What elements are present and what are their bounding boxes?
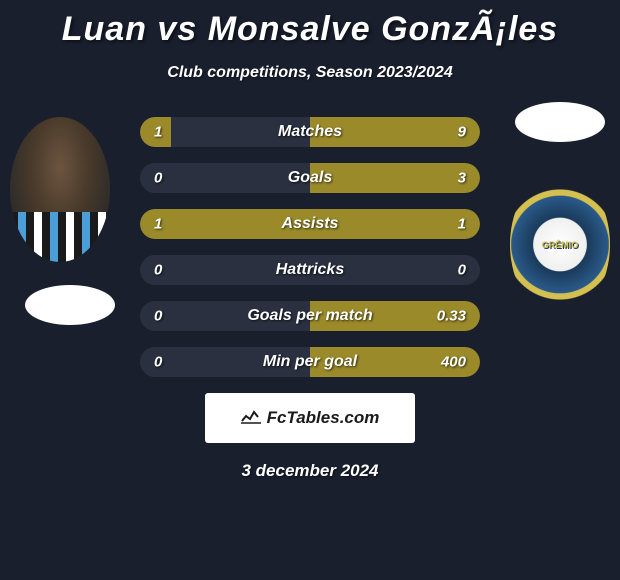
stat-row: 0 Hattricks 0 [140,255,480,285]
stat-value-right: 3 [458,170,466,187]
club-left-badge [25,285,115,325]
stat-row: 0 Goals per match 0.33 [140,301,480,331]
stat-label: Matches [278,123,342,141]
subtitle: Club competitions, Season 2023/2024 [0,64,620,82]
stat-label: Assists [282,215,339,233]
page-title: Luan vs Monsalve GonzÃ¡les [0,0,620,49]
club-right-badge [515,102,605,142]
stat-row: 1 Matches 9 [140,117,480,147]
stat-row: 0 Goals 3 [140,163,480,193]
stat-label: Min per goal [263,353,357,371]
chart-icon [241,408,261,429]
stat-value-right: 0.33 [437,308,466,325]
stat-value-left: 0 [154,354,162,371]
footer-date: 3 december 2024 [0,461,620,481]
stat-value-right: 9 [458,124,466,141]
stat-value-left: 1 [154,216,162,233]
player-right-avatar: GRÊMIO [510,172,610,317]
club-crest-icon: GRÊMIO [510,172,610,317]
stat-value-right: 1 [458,216,466,233]
stat-label: Goals [288,169,332,187]
stat-label: Hattricks [276,261,344,279]
stat-value-left: 0 [154,262,162,279]
stat-value-right: 0 [458,262,466,279]
stat-label: Goals per match [247,307,372,325]
stat-value-right: 400 [441,354,466,371]
stats-list: 1 Matches 9 0 Goals 3 1 Assists 1 0 Hattricks 0 0 Goa… [140,117,480,377]
stat-value-left: 0 [154,170,162,187]
stat-value-left: 1 [154,124,162,141]
stat-row: 0 Min per goal 400 [140,347,480,377]
stat-value-left: 0 [154,308,162,325]
stat-row: 1 Assists 1 [140,209,480,239]
player-left-avatar [10,117,110,262]
comparison-area: GRÊMIO 1 Matches 9 0 Goals 3 1 Assists 1 0 Hattric… [0,117,620,481]
player-photo-icon [10,117,110,262]
stat-fill-right [310,163,480,193]
watermark: FcTables.com [205,393,415,443]
watermark-text: FcTables.com [267,408,380,428]
